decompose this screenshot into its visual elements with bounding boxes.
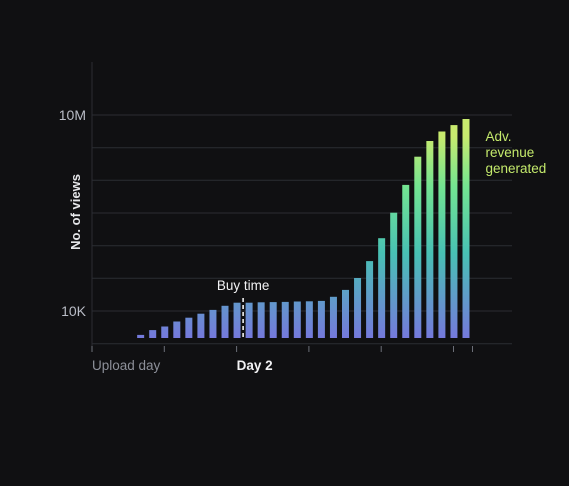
bar xyxy=(342,289,349,338)
x-tick-label: Upload day xyxy=(92,358,161,373)
bar xyxy=(185,317,193,338)
buy-time-label: Buy time xyxy=(217,278,270,293)
bar xyxy=(390,212,398,338)
bar xyxy=(426,141,434,338)
bar xyxy=(438,131,446,338)
revenue-label-line: Adv. xyxy=(486,129,512,144)
bar xyxy=(161,326,169,338)
bar xyxy=(305,301,313,338)
bar xyxy=(378,238,386,338)
bar xyxy=(221,305,229,338)
bar xyxy=(233,302,241,338)
y-axis-label: No. of views xyxy=(68,174,83,250)
revenue-label-line: revenue xyxy=(486,145,535,160)
bar xyxy=(462,119,470,338)
y-tick-label: 10K xyxy=(61,303,87,319)
bar xyxy=(450,125,458,338)
bar xyxy=(173,321,181,338)
bar xyxy=(281,301,289,338)
bar xyxy=(329,296,337,338)
bar xyxy=(245,302,253,338)
bar xyxy=(149,330,157,338)
bar xyxy=(137,334,145,338)
axes xyxy=(91,62,473,352)
bar xyxy=(293,301,301,338)
annotations xyxy=(242,128,480,338)
bar xyxy=(414,156,422,338)
bar xyxy=(209,309,217,338)
bar xyxy=(269,302,277,338)
bar xyxy=(354,278,362,338)
y-tick-label: 10M xyxy=(59,107,86,123)
bar xyxy=(257,302,265,338)
grid-lines xyxy=(92,114,512,345)
revenue-label-line: generated xyxy=(486,161,547,176)
bar xyxy=(317,300,325,338)
x-tick-label: Day 2 xyxy=(237,358,273,373)
bars xyxy=(137,119,470,338)
bar xyxy=(366,261,374,338)
bar xyxy=(402,184,410,338)
bar xyxy=(197,313,205,338)
